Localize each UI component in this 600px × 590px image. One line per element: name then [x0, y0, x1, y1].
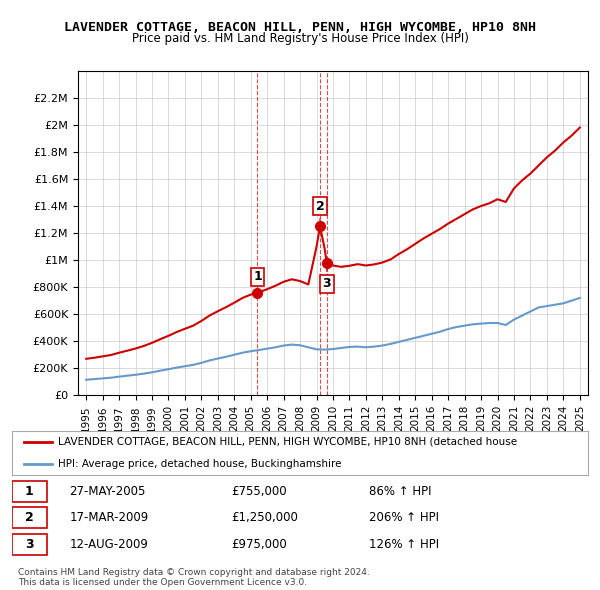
- Text: LAVENDER COTTAGE, BEACON HILL, PENN, HIGH WYCOMBE, HP10 8NH: LAVENDER COTTAGE, BEACON HILL, PENN, HIG…: [64, 21, 536, 34]
- Text: 2: 2: [25, 511, 34, 525]
- Text: £755,000: £755,000: [231, 484, 287, 498]
- Text: 3: 3: [25, 537, 34, 551]
- Text: This data is licensed under the Open Government Licence v3.0.: This data is licensed under the Open Gov…: [18, 578, 307, 587]
- FancyBboxPatch shape: [12, 481, 47, 502]
- Text: 27-MAY-2005: 27-MAY-2005: [70, 484, 146, 498]
- Text: Price paid vs. HM Land Registry's House Price Index (HPI): Price paid vs. HM Land Registry's House …: [131, 32, 469, 45]
- FancyBboxPatch shape: [12, 507, 47, 528]
- Text: 126% ↑ HPI: 126% ↑ HPI: [369, 537, 439, 551]
- Text: LAVENDER COTTAGE, BEACON HILL, PENN, HIGH WYCOMBE, HP10 8NH (detached house: LAVENDER COTTAGE, BEACON HILL, PENN, HIG…: [58, 437, 517, 447]
- Text: £1,250,000: £1,250,000: [231, 511, 298, 525]
- Text: 2: 2: [316, 199, 325, 224]
- Text: 86% ↑ HPI: 86% ↑ HPI: [369, 484, 431, 498]
- Text: 17-MAR-2009: 17-MAR-2009: [70, 511, 149, 525]
- Text: 3: 3: [322, 266, 331, 290]
- Text: £975,000: £975,000: [231, 537, 287, 551]
- Text: 12-AUG-2009: 12-AUG-2009: [70, 537, 148, 551]
- FancyBboxPatch shape: [12, 534, 47, 555]
- Text: 1: 1: [25, 484, 34, 498]
- Text: HPI: Average price, detached house, Buckinghamshire: HPI: Average price, detached house, Buck…: [58, 459, 341, 469]
- Text: 206% ↑ HPI: 206% ↑ HPI: [369, 511, 439, 525]
- Text: 1: 1: [253, 270, 262, 290]
- Text: Contains HM Land Registry data © Crown copyright and database right 2024.: Contains HM Land Registry data © Crown c…: [18, 568, 370, 576]
